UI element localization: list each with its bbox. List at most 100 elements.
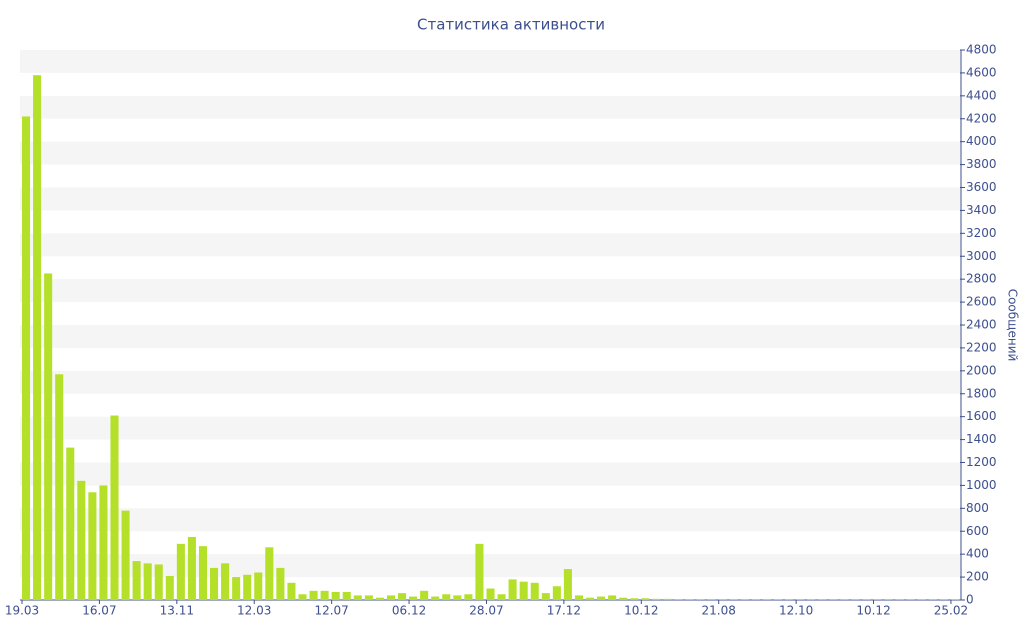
bar xyxy=(309,590,318,600)
bar xyxy=(906,599,915,600)
bar xyxy=(619,597,628,600)
y-tick-label: 1600 xyxy=(966,409,997,423)
bar xyxy=(386,595,395,600)
grid-band xyxy=(20,416,960,440)
bar xyxy=(55,374,64,600)
bar xyxy=(785,599,794,600)
bar xyxy=(939,599,948,600)
grid-band xyxy=(20,462,960,486)
bar xyxy=(287,582,296,600)
bar xyxy=(198,546,207,600)
bar xyxy=(519,581,528,600)
y-tick-label: 2200 xyxy=(966,340,997,354)
bar xyxy=(563,569,572,600)
x-tick-label: 10.12 xyxy=(856,604,890,618)
y-tick-label: 400 xyxy=(966,547,989,561)
x-tick-label: 28.07 xyxy=(469,604,503,618)
y-tick-label: 3600 xyxy=(966,180,997,194)
bar xyxy=(884,599,893,600)
bar xyxy=(740,599,749,600)
bar xyxy=(685,599,694,600)
bar xyxy=(630,598,639,600)
bar xyxy=(99,485,108,600)
bar xyxy=(254,572,263,600)
bar xyxy=(132,561,141,600)
bar xyxy=(453,595,462,600)
bar xyxy=(718,599,727,600)
y-tick-label: 2800 xyxy=(966,272,997,286)
bar xyxy=(165,575,174,600)
grid-band xyxy=(20,50,960,73)
bar xyxy=(77,480,86,600)
bar xyxy=(375,597,384,600)
bar xyxy=(33,75,42,601)
bar xyxy=(597,596,606,600)
bar xyxy=(265,547,274,600)
bar xyxy=(320,590,329,600)
grid-band xyxy=(20,141,960,165)
bar xyxy=(187,536,196,600)
bar xyxy=(574,595,583,600)
bar xyxy=(950,599,959,600)
bar xyxy=(696,599,705,600)
bar xyxy=(497,594,506,600)
grid-band xyxy=(20,370,960,394)
y-tick-label: 1000 xyxy=(966,478,997,492)
bar xyxy=(398,593,407,600)
x-tick-label: 12.10 xyxy=(779,604,813,618)
bar xyxy=(88,492,97,600)
y-tick-label: 2400 xyxy=(966,318,997,332)
bar xyxy=(331,591,340,600)
bar xyxy=(154,564,163,600)
bar xyxy=(751,599,760,600)
bar xyxy=(530,582,539,600)
bar xyxy=(420,590,429,600)
bar xyxy=(110,415,119,600)
bar xyxy=(586,597,595,600)
bar xyxy=(464,594,473,600)
x-tick-label: 06.12 xyxy=(392,604,426,618)
bar xyxy=(807,599,816,600)
x-tick-label: 17.12 xyxy=(547,604,581,618)
bar xyxy=(541,593,550,600)
grid-band xyxy=(20,325,960,348)
bar xyxy=(917,599,926,600)
grid-band xyxy=(20,95,960,119)
bar xyxy=(552,586,561,600)
bar xyxy=(243,574,252,600)
y-tick-label: 2600 xyxy=(966,295,997,309)
bar xyxy=(210,567,219,600)
bar xyxy=(729,599,738,600)
bar xyxy=(840,599,849,600)
y-tick-label: 3000 xyxy=(966,249,997,263)
bar xyxy=(707,599,716,600)
x-tick-label: 16.07 xyxy=(82,604,116,618)
bar xyxy=(663,598,672,600)
y-tick-label: 200 xyxy=(966,570,989,584)
bar xyxy=(928,599,937,600)
x-tick-label: 12.03 xyxy=(237,604,271,618)
bar xyxy=(66,447,75,600)
grid-band xyxy=(20,508,960,532)
bar xyxy=(829,599,838,600)
bar xyxy=(608,595,617,600)
bar xyxy=(818,599,827,600)
bar xyxy=(298,594,307,600)
grid-band xyxy=(20,554,960,578)
x-tick-label: 12.07 xyxy=(314,604,348,618)
bar xyxy=(873,599,882,600)
bar xyxy=(862,599,871,600)
x-tick-label: 25.02 xyxy=(934,604,968,618)
bar xyxy=(409,596,418,600)
bar xyxy=(486,588,495,600)
bar xyxy=(508,579,517,600)
x-tick-label: 19.03 xyxy=(5,604,39,618)
y-tick-label: 3400 xyxy=(966,203,997,217)
grid-band xyxy=(20,233,960,257)
bar xyxy=(674,599,683,600)
bar xyxy=(121,510,130,600)
y-tick-label: 800 xyxy=(966,501,989,515)
y-tick-label: 4800 xyxy=(966,43,997,57)
x-tick-label: 13.11 xyxy=(160,604,194,618)
